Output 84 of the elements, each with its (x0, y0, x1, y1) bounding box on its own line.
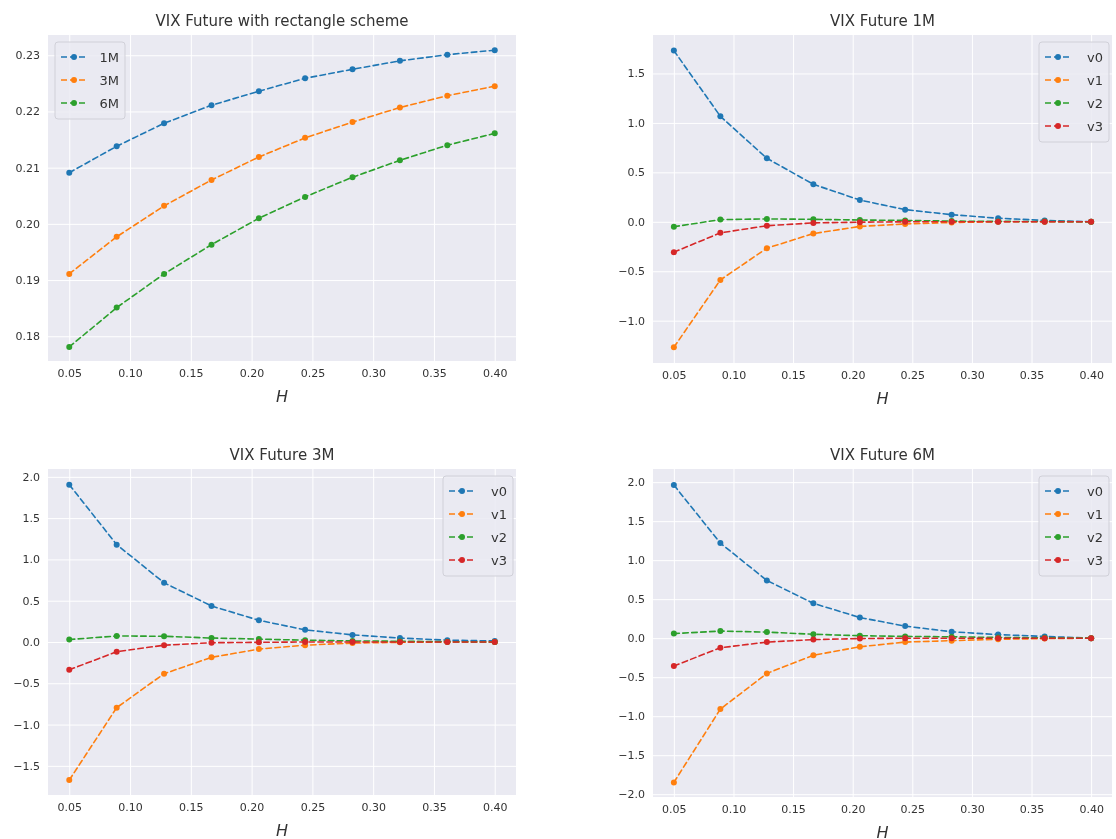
y-tick-label: 0.20 (15, 217, 40, 231)
y-tick-label: 0.19 (15, 274, 40, 288)
x-tick-label: 0.25 (300, 366, 326, 380)
x-tick-label: 0.40 (482, 800, 508, 814)
x-tick-label: 0.15 (781, 802, 806, 816)
y-tick-label: 1.0 (627, 116, 645, 130)
x-tick-label: 0.20 (239, 800, 265, 814)
chart-title: VIX Future 6M (830, 446, 935, 464)
y-tick-label: −1.0 (618, 314, 645, 328)
x-tick-label: 0.10 (721, 802, 747, 816)
chart-title: VIX Future 1M (830, 12, 935, 30)
x-tick-label: 0.35 (422, 366, 447, 380)
y-tick-label: 0.0 (22, 636, 40, 650)
x-axis-title: H (275, 821, 289, 839)
legend-label: v3 (1087, 119, 1103, 134)
y-tick-label: 0.23 (15, 49, 40, 63)
y-tick-label: −1.0 (13, 718, 40, 732)
y-tick-label: −1.5 (13, 759, 40, 773)
x-tick-label: 0.10 (721, 368, 747, 382)
x-tick-label: 0.25 (900, 368, 926, 382)
x-tick-label: 0.25 (900, 802, 926, 816)
legend-label: v2 (1087, 96, 1103, 111)
x-tick-label: 0.40 (1079, 368, 1104, 382)
y-tick-label: −0.5 (618, 671, 645, 685)
chart-title: VIX Future with rectangle scheme (155, 12, 409, 30)
y-tick-label: −0.5 (13, 677, 40, 691)
x-tick-label: 0.35 (422, 800, 447, 814)
y-tick-label: −1.5 (618, 749, 645, 763)
y-tick-label: 0.5 (627, 166, 645, 180)
x-axis-title: H (876, 389, 889, 408)
legend-label: 1M (99, 50, 119, 65)
x-tick-label: 0.25 (300, 800, 326, 814)
x-axis-title: H (876, 823, 889, 839)
x-tick-label: 0.10 (118, 800, 143, 814)
x-tick-label: 0.15 (179, 366, 204, 380)
y-tick-label: 1.0 (22, 553, 40, 567)
legend-label: v1 (1087, 507, 1103, 522)
y-tick-label: 0.5 (22, 594, 40, 608)
x-tick-label: 0.30 (960, 368, 985, 382)
x-tick-label: 0.05 (662, 802, 687, 816)
legend-label: v3 (491, 553, 507, 568)
legend-label: v2 (1087, 530, 1103, 545)
y-tick-label: 2.0 (627, 476, 645, 490)
y-tick-label: 0.21 (15, 161, 40, 175)
y-tick-label: 0.0 (627, 215, 645, 229)
y-tick-label: 1.0 (627, 554, 645, 568)
x-tick-label: 0.35 (1019, 802, 1045, 816)
x-tick-label: 0.20 (840, 802, 866, 816)
legend-label: v2 (491, 530, 507, 545)
x-tick-label: 0.40 (482, 366, 508, 380)
x-tick-label: 0.05 (57, 800, 83, 814)
legend-label: v0 (491, 484, 507, 499)
x-tick-label: 0.20 (239, 366, 265, 380)
x-tick-label: 0.30 (960, 802, 985, 816)
x-tick-label: 0.35 (1019, 368, 1045, 382)
legend-label: v1 (1087, 73, 1103, 88)
y-tick-label: 1.5 (627, 67, 645, 81)
x-tick-label: 0.30 (361, 800, 386, 814)
y-tick-label: −0.5 (618, 265, 645, 279)
x-tick-label: 0.15 (781, 368, 806, 382)
legend-label: v1 (491, 507, 507, 522)
legend-label: v0 (1087, 484, 1103, 499)
x-axis-title: H (275, 387, 289, 406)
chart-title: VIX Future 3M (229, 446, 335, 464)
y-tick-label: −2.0 (618, 788, 645, 802)
legend-label: 6M (99, 96, 119, 111)
y-tick-label: 0.5 (627, 593, 645, 607)
x-tick-label: 0.15 (179, 800, 204, 814)
x-tick-label: 0.05 (662, 368, 687, 382)
x-tick-label: 0.20 (840, 368, 866, 382)
legend-label: 3M (99, 73, 119, 88)
x-tick-label: 0.05 (57, 366, 83, 380)
x-tick-label: 0.40 (1079, 802, 1104, 816)
y-tick-label: 1.5 (22, 512, 40, 526)
y-tick-label: 0.22 (15, 105, 40, 119)
y-tick-label: 1.5 (627, 515, 645, 529)
x-tick-label: 0.10 (118, 366, 143, 380)
y-tick-label: 0.0 (627, 632, 645, 646)
legend-label: v3 (1087, 553, 1103, 568)
y-tick-label: −1.0 (618, 710, 645, 724)
legend-label: v0 (1087, 50, 1103, 65)
y-tick-label: 2.0 (22, 470, 40, 484)
y-tick-label: 0.18 (15, 330, 40, 344)
x-tick-label: 0.30 (361, 366, 386, 380)
